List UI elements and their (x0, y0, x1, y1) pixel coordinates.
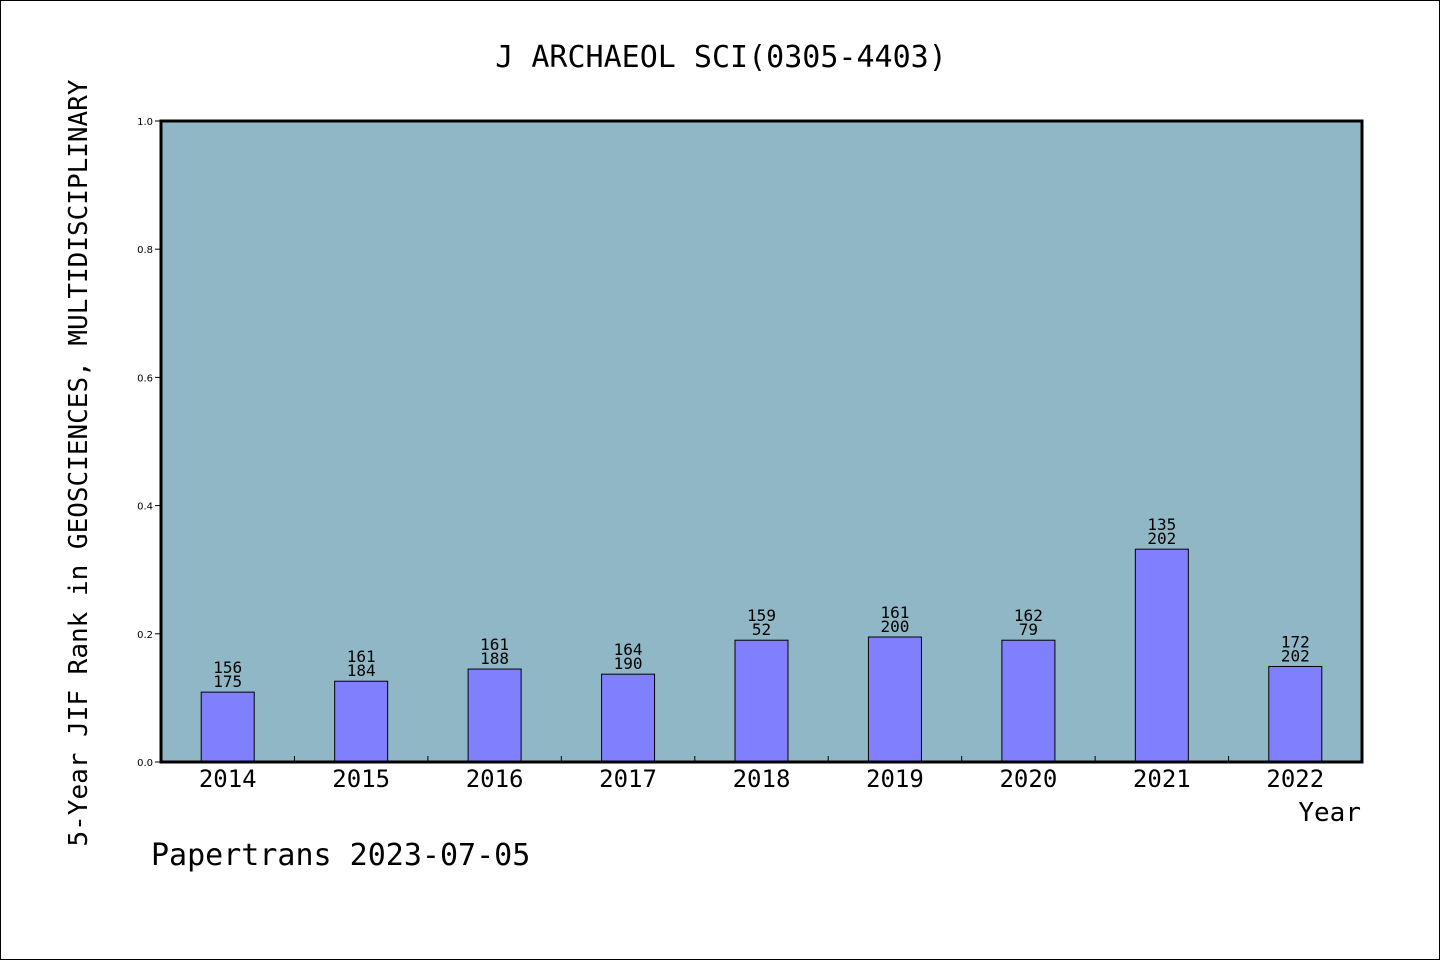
x-axis-ticks: 2014 2015 2016 2017 2018 2019 2020 2021 2022 (199, 756, 1324, 793)
y-tick-label: 0.2 (137, 630, 153, 641)
bar-label-top: 164 (614, 640, 643, 659)
bar-label-top: 161 (347, 647, 376, 666)
x-tick-label: 2018 (733, 765, 791, 793)
bar-2020 (1001, 639, 1056, 763)
bar-label-top: 161 (880, 603, 909, 622)
bar-label-bottom: 200 (880, 617, 909, 636)
bar-2015 (334, 680, 389, 763)
y-tick-label: 0.8 (137, 245, 153, 256)
x-tick-label: 2014 (199, 765, 257, 793)
bar-label-top: 159 (747, 606, 776, 625)
x-tick-label: 2020 (999, 765, 1057, 793)
bar-label-top: 172 (1281, 632, 1310, 651)
x-tick-label: 2022 (1266, 765, 1324, 793)
bar-2014 (200, 691, 255, 763)
bar-2016 (467, 668, 522, 763)
bar-label-top: 161 (480, 635, 509, 654)
x-axis-label: Year (1298, 798, 1361, 828)
bar-label-bottom: 52 (752, 620, 771, 639)
bar-label-bottom: 175 (213, 672, 242, 691)
y-axis-ticks: 0.0 0.2 0.4 0.6 0.8 1.0 (137, 117, 161, 769)
y-tick-label: 0.0 (137, 758, 153, 769)
bar-label-bottom: 190 (614, 654, 643, 673)
bar-label-bottom: 188 (480, 649, 509, 668)
x-tick-label: 2021 (1133, 765, 1191, 793)
x-tick-label: 2016 (466, 765, 524, 793)
plot-frame (159, 119, 1364, 764)
y-tick-label: 0.6 (137, 373, 153, 384)
bar-label-bottom: 79 (1019, 620, 1038, 639)
bar-2022 (1268, 665, 1323, 763)
bar-label-top: 156 (213, 658, 242, 677)
bar-label-bottom: 184 (347, 661, 376, 680)
chart-title: J ARCHAEOL SCI(0305-4403) (495, 40, 947, 75)
bar-2019 (867, 636, 922, 763)
bar-label-bottom: 202 (1281, 646, 1310, 665)
bars-layer (200, 548, 1323, 763)
bar-label-bottom: 202 (1147, 529, 1176, 548)
x-tick-label: 2019 (866, 765, 924, 793)
bar-2017 (601, 673, 656, 763)
x-tick-label: 2015 (332, 765, 390, 793)
y-tick-label: 0.4 (137, 502, 153, 513)
bar-label-top: 135 (1147, 515, 1176, 534)
bar-2018 (734, 639, 789, 763)
x-tick-label: 2017 (599, 765, 657, 793)
y-tick-label: 1.0 (137, 117, 153, 128)
footer-credit: Papertrans 2023-07-05 (151, 838, 530, 873)
bar-2021 (1134, 548, 1189, 763)
bar-label-top: 162 (1014, 606, 1043, 625)
y-axis-label: 5-Year JIF Rank in GEOSCIENCES, MULTIDIS… (64, 79, 94, 846)
